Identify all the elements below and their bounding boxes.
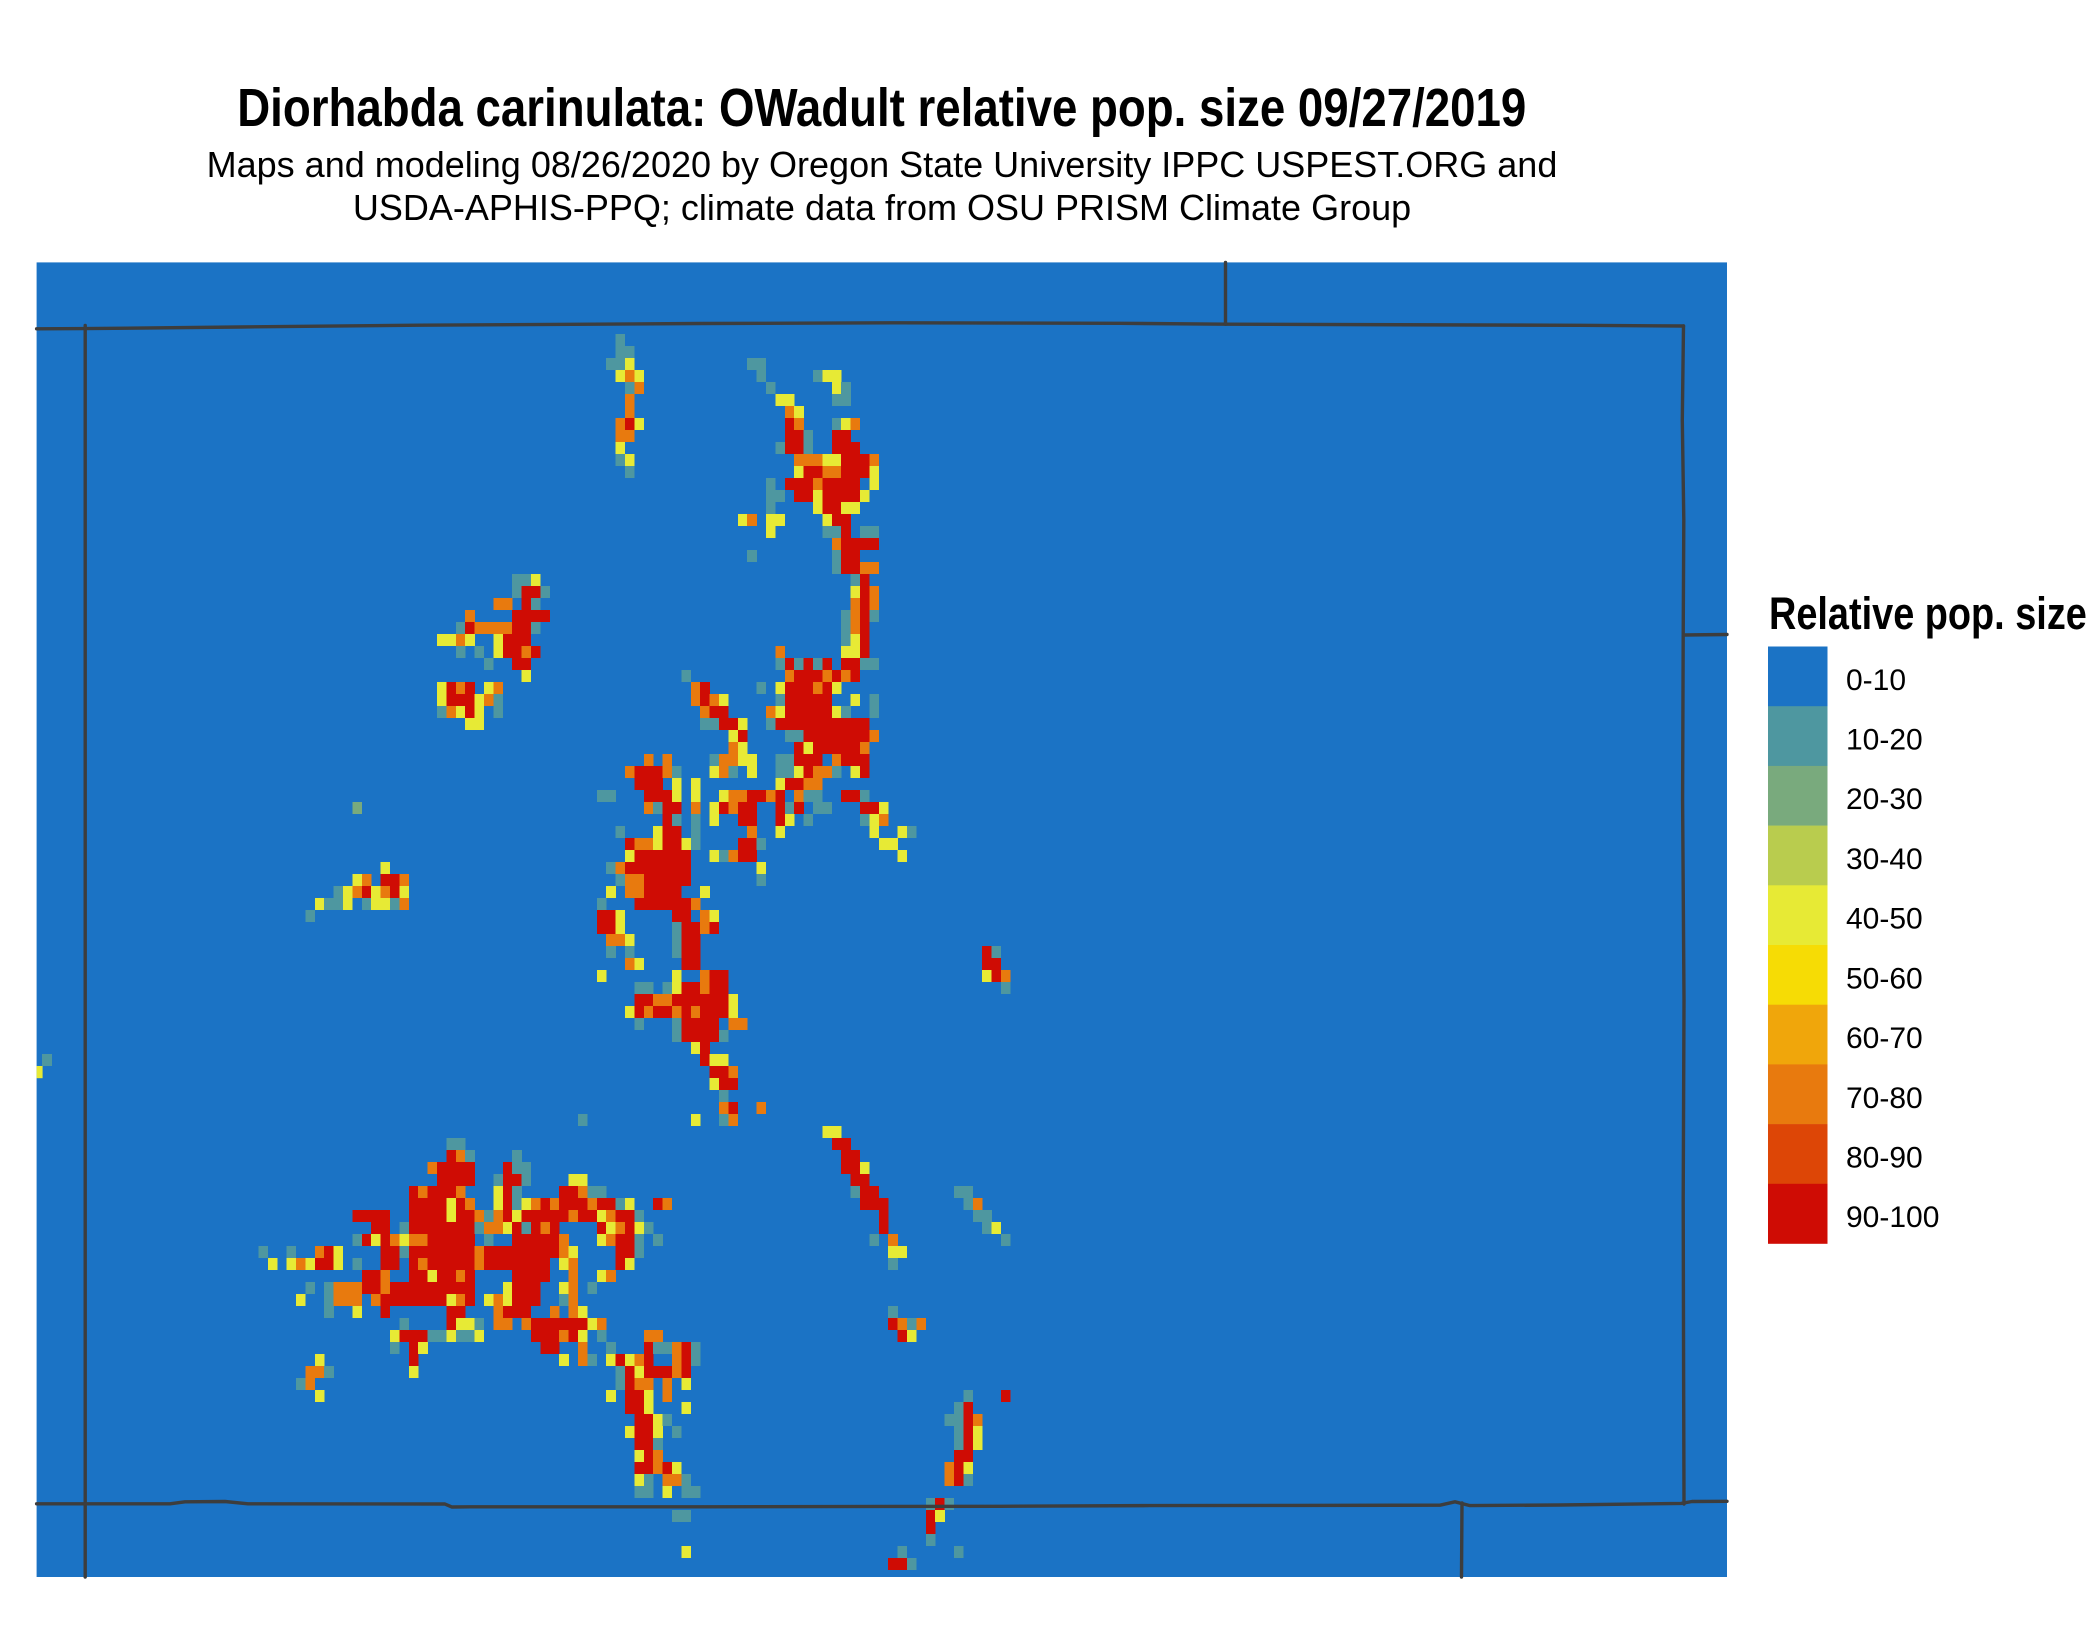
svg-text:20-30: 20-30 — [1846, 783, 1923, 816]
svg-text:90-100: 90-100 — [1846, 1201, 1939, 1234]
svg-text:0-10: 0-10 — [1846, 664, 1906, 697]
svg-text:70-80: 70-80 — [1846, 1082, 1923, 1115]
svg-text:60-70: 60-70 — [1846, 1022, 1923, 1055]
svg-text:40-50: 40-50 — [1846, 903, 1923, 936]
svg-text:10-20: 10-20 — [1846, 724, 1923, 757]
svg-text:50-60: 50-60 — [1846, 962, 1923, 995]
svg-text:30-40: 30-40 — [1846, 843, 1923, 876]
svg-text:Relative pop. size: Relative pop. size — [1769, 588, 2087, 639]
svg-text:80-90: 80-90 — [1846, 1141, 1923, 1174]
